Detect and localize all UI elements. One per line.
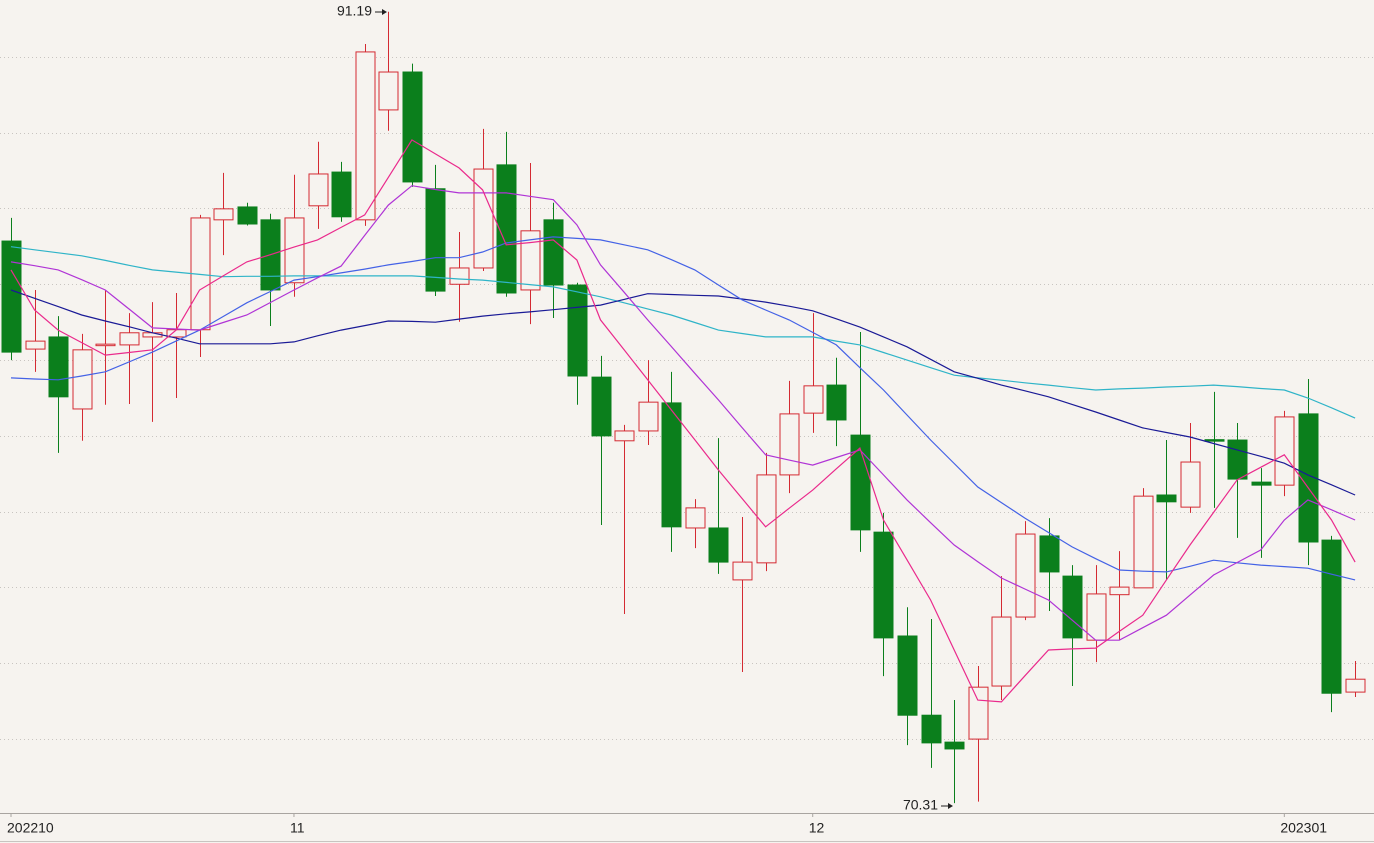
candle-body bbox=[425, 188, 446, 292]
x-tick-label: 11 bbox=[290, 820, 305, 836]
candle-body bbox=[826, 384, 847, 421]
candle-body bbox=[1, 240, 22, 353]
x-tick-label: 202210 bbox=[7, 820, 54, 836]
candle-body bbox=[1062, 575, 1083, 639]
candle-body bbox=[567, 284, 588, 377]
candle-body bbox=[1321, 539, 1342, 694]
candle-body bbox=[944, 741, 965, 750]
candle-body bbox=[1156, 494, 1177, 503]
x-tick-label: 202301 bbox=[1280, 820, 1327, 836]
candle-body bbox=[708, 527, 729, 563]
x-tick-label: 12 bbox=[809, 820, 825, 836]
candle-body bbox=[237, 206, 258, 225]
candle-body bbox=[543, 219, 564, 286]
candle-body bbox=[402, 71, 423, 183]
candle-body bbox=[213, 208, 234, 221]
candle-body bbox=[496, 164, 517, 294]
moving-average-line bbox=[10, 289, 1356, 496]
moving-average-line bbox=[10, 185, 1356, 641]
candle-body bbox=[1227, 439, 1248, 480]
candle-body bbox=[355, 51, 376, 221]
moving-average-line bbox=[10, 139, 1356, 703]
candle-body bbox=[638, 401, 659, 432]
candle-body bbox=[850, 434, 871, 531]
candle-body bbox=[897, 635, 918, 716]
candle-body bbox=[25, 340, 46, 350]
candle-body bbox=[661, 402, 682, 528]
candle-body bbox=[991, 616, 1012, 687]
candle-body bbox=[72, 349, 93, 410]
candle-body bbox=[284, 217, 305, 284]
candle-body bbox=[685, 507, 706, 529]
candle-body bbox=[1204, 439, 1225, 442]
candle-body bbox=[1298, 413, 1319, 543]
candle-body bbox=[779, 413, 800, 476]
candle-body bbox=[873, 531, 894, 639]
candle-body bbox=[1251, 481, 1272, 486]
candle-body bbox=[378, 71, 399, 111]
candle-body bbox=[449, 267, 470, 285]
candle-body bbox=[591, 376, 612, 437]
moving-average-line bbox=[10, 236, 1356, 581]
extreme-arrow-head bbox=[948, 803, 953, 809]
candle-body bbox=[48, 336, 69, 398]
candle-body bbox=[1109, 586, 1130, 596]
candle-body bbox=[614, 430, 635, 442]
extreme-arrow-head bbox=[382, 9, 387, 15]
candle-body bbox=[1015, 533, 1036, 618]
extreme-label: 91.19 bbox=[337, 3, 372, 19]
candle-body bbox=[921, 714, 942, 744]
candle-body bbox=[1086, 593, 1107, 641]
candle-body bbox=[1345, 678, 1366, 693]
candle-body bbox=[119, 332, 140, 346]
candle-body bbox=[1180, 461, 1201, 508]
candle-body bbox=[1133, 495, 1154, 589]
candle-body bbox=[803, 385, 824, 414]
candle-body bbox=[756, 474, 777, 564]
candle-body bbox=[308, 173, 329, 207]
candle-body bbox=[1274, 416, 1295, 486]
candle-body bbox=[331, 171, 352, 218]
candle-body bbox=[520, 230, 541, 291]
moving-average-line bbox=[10, 246, 1356, 419]
candle-body bbox=[95, 343, 116, 347]
candle-body bbox=[473, 168, 494, 269]
extreme-label: 70.31 bbox=[903, 797, 938, 813]
candle-body bbox=[968, 686, 989, 740]
candle-body bbox=[1039, 535, 1060, 573]
candle-body bbox=[732, 561, 753, 581]
